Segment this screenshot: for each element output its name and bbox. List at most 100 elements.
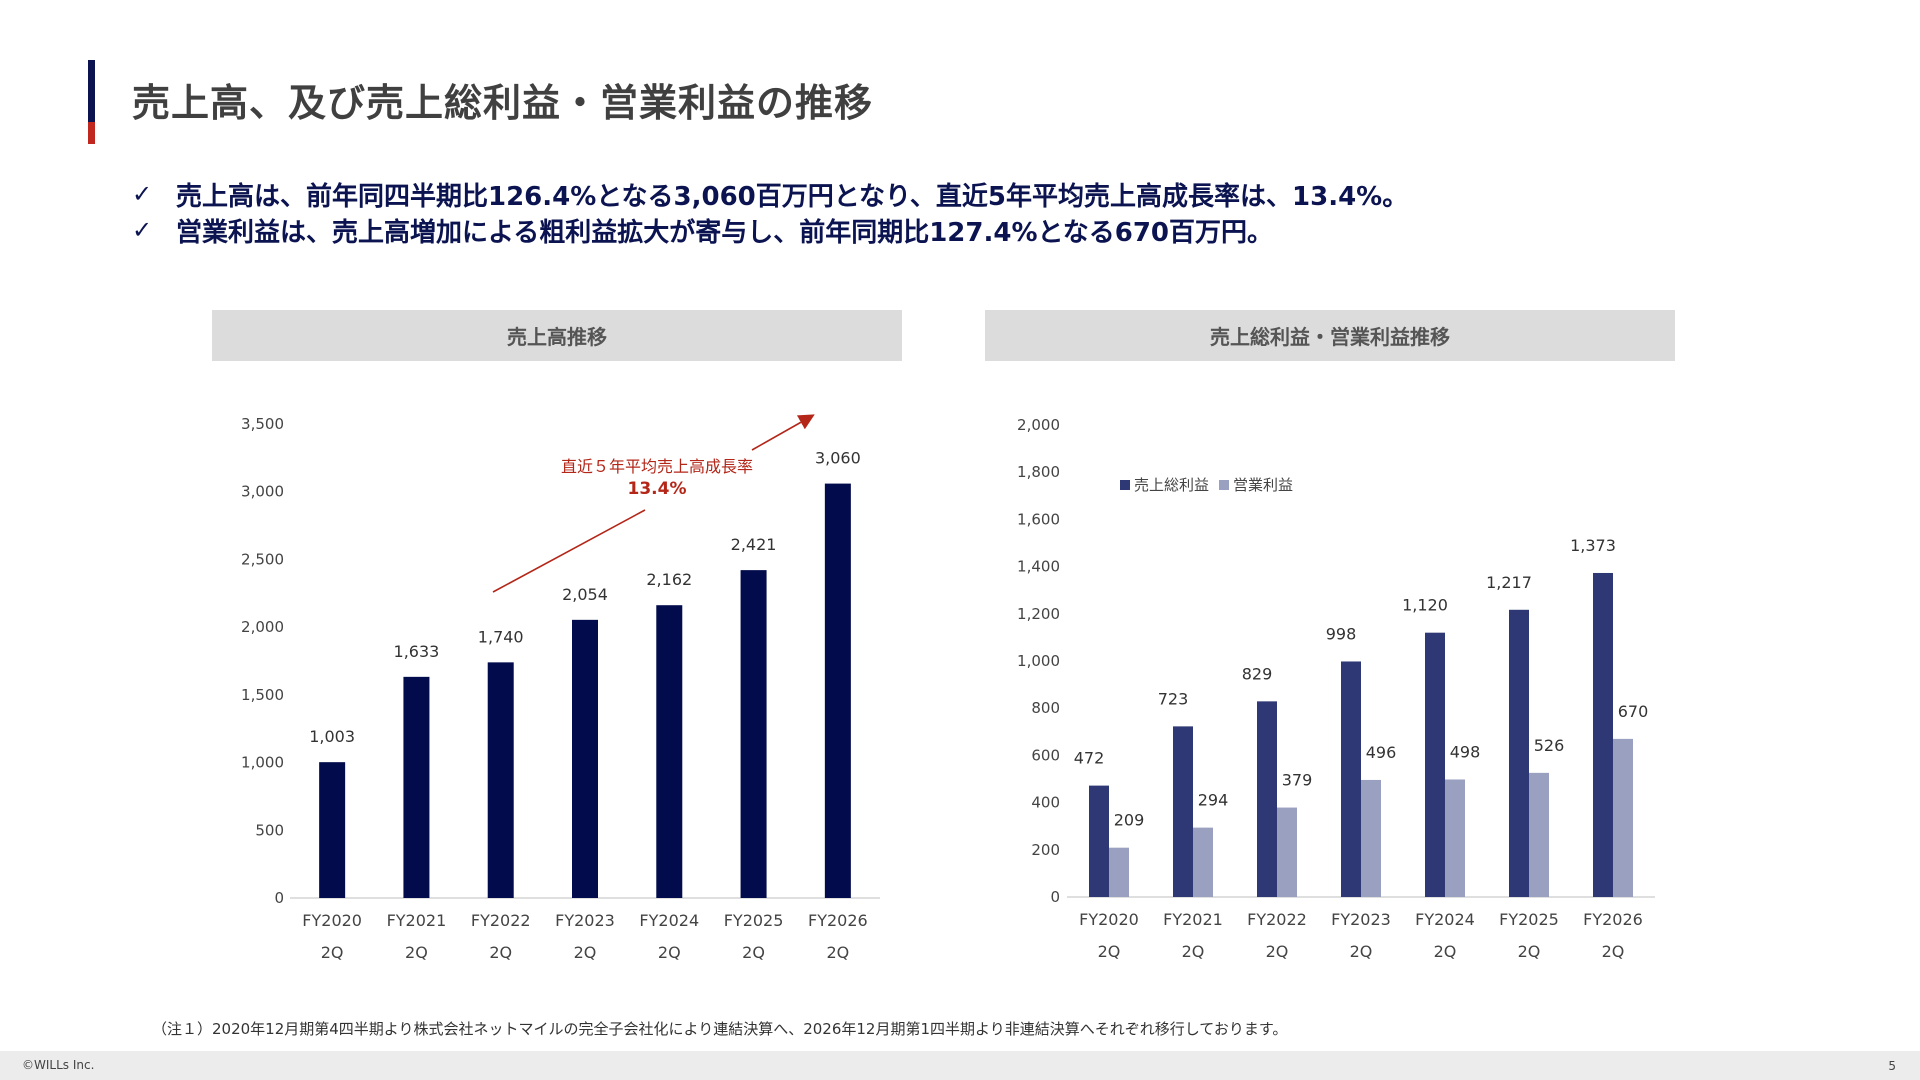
legend-swatch: [1120, 480, 1130, 490]
x-tick-label: 2Q: [1098, 942, 1121, 961]
y-tick-label: 1,500: [241, 686, 284, 704]
data-label: 472: [1074, 749, 1105, 768]
x-tick-label: FY2020: [1079, 910, 1139, 929]
data-label: 496: [1366, 743, 1397, 762]
x-tick-label: 2Q: [742, 943, 765, 962]
summary-bullets: ✓ 売上高は、前年同四半期比126.4%となる3,060百万円となり、直近5年平…: [132, 176, 1408, 248]
y-tick-label: 1,000: [241, 754, 284, 772]
x-tick-label: FY2026: [808, 911, 868, 930]
growth-arrow-lower: [492, 509, 646, 593]
title-accent-bar: [88, 60, 95, 144]
y-tick-label: 1,200: [1017, 605, 1060, 623]
bullet-text: 売上高は、前年同四半期比126.4%となる3,060百万円となり、直近5年平均売…: [176, 181, 1409, 212]
y-tick-label: 800: [1031, 699, 1060, 717]
bar: [1445, 779, 1465, 897]
x-tick-label: FY2022: [1247, 910, 1307, 929]
bar: [656, 605, 683, 898]
data-label: 498: [1450, 742, 1481, 761]
check-icon: ✓: [132, 216, 153, 244]
y-tick-label: 3,000: [241, 483, 284, 501]
y-tick-label: 1,400: [1017, 558, 1060, 576]
data-label: 1,217: [1486, 573, 1532, 592]
bar: [740, 570, 767, 898]
y-tick-label: 2,000: [241, 618, 284, 636]
y-tick-label: 1,600: [1017, 510, 1060, 528]
x-tick-label: 2Q: [1350, 942, 1373, 961]
y-tick-label: 2,000: [1017, 416, 1060, 434]
data-label: 3,060: [815, 449, 861, 468]
x-tick-label: FY2021: [387, 911, 447, 930]
bar: [1593, 572, 1613, 897]
y-tick-label: 0: [1050, 888, 1060, 906]
data-label: 670: [1618, 702, 1649, 721]
x-tick-label: 2Q: [1434, 942, 1457, 961]
data-label: 2,162: [646, 570, 692, 589]
x-tick-label: 2Q: [1182, 942, 1205, 961]
x-tick-label: FY2024: [1415, 910, 1475, 929]
x-tick-label: 2Q: [405, 943, 428, 962]
bar: [572, 619, 598, 898]
growth-arrow-upper: [751, 414, 815, 451]
x-tick-label: FY2022: [471, 911, 531, 930]
bullet-text: 営業利益は、売上高増加による粗利益拡大が寄与し、前年同期比127.4%となる67…: [176, 217, 1274, 248]
page-number: 5: [1888, 1059, 1896, 1073]
x-tick-label: FY2026: [1583, 910, 1643, 929]
x-tick-label: 2Q: [321, 943, 344, 962]
footnote: （注１）2020年12月期第4四半期より株式会社ネットマイルの完全子会社化により…: [152, 1020, 1288, 1038]
bar: [824, 483, 851, 898]
data-label: 998: [1326, 624, 1357, 643]
page-title: 売上高、及び売上総利益・営業利益の推移: [132, 81, 874, 125]
legend-label: 営業利益: [1233, 476, 1293, 494]
bar: [1109, 847, 1129, 897]
bar: [1277, 807, 1297, 897]
x-tick-label: FY2023: [555, 911, 615, 930]
legend-label: 売上総利益: [1134, 476, 1209, 494]
bar: [1361, 779, 1381, 897]
bar: [1425, 632, 1445, 897]
x-tick-label: FY2025: [1499, 910, 1559, 929]
x-tick-label: 2Q: [658, 943, 681, 962]
data-label: 2,054: [562, 585, 608, 604]
x-tick-label: 2Q: [574, 943, 597, 962]
y-tick-label: 1,800: [1017, 463, 1060, 481]
bullet-item: ✓ 売上高は、前年同四半期比126.4%となる3,060百万円となり、直近5年平…: [132, 176, 1408, 212]
profit-chart: 0 200 400 600 800 1,000 1,200 1,400 1,600 1,800 2,…: [1017, 416, 1655, 961]
x-tick-label: FY2020: [302, 911, 362, 930]
data-label: 1,740: [478, 627, 524, 646]
y-tick-label: 3,500: [241, 415, 284, 433]
y-tick-label: 500: [255, 821, 284, 839]
data-label: 1,120: [1402, 596, 1448, 615]
y-tick-label: 600: [1031, 746, 1060, 764]
data-label: 379: [1282, 771, 1313, 790]
y-tick-label: 1,000: [1017, 652, 1060, 670]
sales-chart: 0 500 1,000 1,500 2,000 2,500 3,000 3,500 1,003 F…: [241, 414, 880, 962]
data-label: 1,633: [394, 642, 440, 661]
bar: [1613, 738, 1633, 897]
x-tick-label: 2Q: [826, 943, 849, 962]
x-tick-label: FY2023: [1331, 910, 1391, 929]
x-tick-label: 2Q: [1266, 942, 1289, 961]
bar: [1173, 726, 1193, 897]
check-icon: ✓: [132, 180, 153, 208]
growth-annotation-value: 13.4%: [628, 479, 687, 499]
legend-swatch: [1219, 480, 1229, 490]
bar: [487, 662, 514, 898]
data-label: 1,373: [1570, 536, 1616, 555]
x-tick-label: 2Q: [489, 943, 512, 962]
bar: [1509, 609, 1529, 897]
x-tick-label: FY2025: [724, 911, 784, 930]
bar: [403, 676, 430, 898]
data-label: 723: [1158, 689, 1189, 708]
data-label: 526: [1534, 736, 1565, 755]
x-tick-label: FY2024: [639, 911, 699, 930]
data-label: 2,421: [731, 535, 777, 554]
bar: [1341, 661, 1361, 897]
y-tick-label: 200: [1031, 841, 1060, 859]
y-tick-label: 400: [1031, 794, 1060, 812]
footer: ©WILLs Inc. 5: [0, 1051, 1920, 1080]
data-label: 1,003: [309, 727, 355, 746]
x-tick-label: FY2021: [1163, 910, 1223, 929]
bar: [1257, 701, 1277, 897]
growth-annotation-label: 直近５年平均売上高成長率: [561, 457, 753, 476]
y-tick-label: 0: [274, 889, 284, 907]
